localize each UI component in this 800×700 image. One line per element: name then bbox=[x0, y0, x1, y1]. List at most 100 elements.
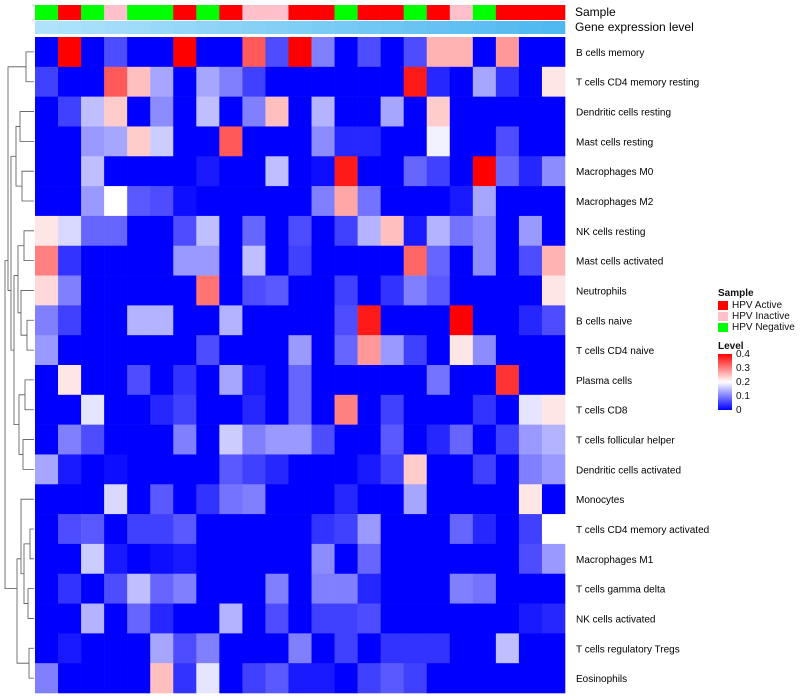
heatmap-cell bbox=[288, 454, 312, 485]
heatmap-cell bbox=[265, 126, 289, 157]
heatmap-cell bbox=[357, 394, 381, 425]
dendrogram-link bbox=[29, 528, 34, 560]
heatmap-cell bbox=[472, 514, 497, 545]
heatmap-cell bbox=[265, 335, 289, 366]
heatmap-cell bbox=[426, 96, 451, 127]
heatmap-cell bbox=[495, 335, 520, 366]
heatmap-cell bbox=[173, 365, 197, 396]
heatmap-cell bbox=[104, 573, 128, 604]
heatmap-cell bbox=[311, 245, 335, 276]
heatmap-cell bbox=[426, 186, 451, 217]
heatmap-cell bbox=[357, 156, 381, 187]
heatmap-cell bbox=[219, 514, 243, 545]
heatmap-cell bbox=[35, 603, 59, 634]
heatmap-cell bbox=[104, 305, 128, 336]
heatmap-cell bbox=[403, 215, 428, 247]
heatmap-cell bbox=[518, 37, 543, 68]
heatmap-cell bbox=[265, 96, 289, 127]
heatmap-cell bbox=[58, 37, 82, 68]
sample-annotation-cell bbox=[380, 5, 404, 20]
expression-annotation-cell bbox=[380, 21, 404, 34]
heatmap-cell bbox=[81, 305, 105, 336]
heatmap-cell bbox=[81, 663, 105, 694]
heatmap-cell bbox=[426, 424, 451, 455]
row-label: Plasma cells bbox=[576, 376, 632, 387]
heatmap-cell bbox=[495, 663, 520, 694]
level-tick: 0.1 bbox=[736, 391, 750, 402]
heatmap-cell bbox=[104, 156, 128, 187]
heatmap-cell bbox=[219, 394, 243, 425]
heatmap-cell bbox=[104, 186, 128, 217]
heatmap-cell bbox=[518, 543, 543, 575]
heatmap-cell bbox=[104, 514, 128, 545]
row-label: T cells CD4 naive bbox=[576, 346, 655, 357]
heatmap-cell bbox=[403, 37, 428, 68]
heatmap-cell bbox=[58, 335, 82, 366]
heatmap-cell bbox=[196, 96, 220, 127]
heatmap-cell bbox=[449, 365, 474, 396]
heatmap-cell bbox=[288, 603, 312, 634]
heatmap-cell bbox=[426, 514, 451, 545]
heatmap-cell bbox=[81, 543, 105, 575]
heatmap-cell bbox=[58, 245, 82, 276]
heatmap-cell bbox=[311, 215, 335, 247]
row-label: Eosinophils bbox=[576, 674, 627, 685]
heatmap-cell bbox=[288, 633, 312, 664]
heatmap-cell bbox=[426, 245, 451, 276]
heatmap-cell bbox=[219, 245, 243, 276]
legend-sample-title: Sample bbox=[718, 288, 754, 299]
heatmap-cell bbox=[380, 514, 404, 545]
heatmap-cell bbox=[150, 37, 174, 68]
heatmap-cell bbox=[311, 275, 335, 306]
dendrogram-link bbox=[22, 439, 34, 470]
heatmap-cell bbox=[288, 365, 312, 396]
heatmap-cell bbox=[472, 573, 497, 604]
dendrogram-link bbox=[27, 588, 34, 619]
heatmap-cell bbox=[242, 424, 266, 455]
heatmap-cell bbox=[334, 37, 358, 68]
heatmap-cell bbox=[357, 66, 381, 97]
sample-annotation-cell bbox=[449, 5, 474, 20]
heatmap-cell bbox=[403, 365, 428, 396]
heatmap-cell bbox=[426, 454, 451, 485]
heatmap-cell bbox=[35, 156, 59, 187]
heatmap-cell bbox=[219, 37, 243, 68]
heatmap-cell bbox=[288, 305, 312, 336]
heatmap-cell bbox=[541, 186, 566, 217]
heatmap-cell bbox=[334, 394, 358, 425]
heatmap-cell bbox=[541, 66, 566, 97]
heatmap-cell bbox=[541, 424, 566, 455]
heatmap-cell bbox=[426, 156, 451, 187]
heatmap-cell bbox=[265, 454, 289, 485]
heatmap-cell bbox=[403, 305, 428, 336]
heatmap-cell bbox=[173, 484, 197, 515]
heatmap-cell bbox=[288, 663, 312, 694]
heatmap-cell bbox=[472, 603, 497, 634]
heatmap-cell bbox=[265, 633, 289, 664]
heatmap-cell bbox=[472, 543, 497, 575]
heatmap-cell bbox=[357, 633, 381, 664]
heatmap-cell bbox=[150, 663, 174, 694]
heatmap-cell bbox=[541, 543, 566, 575]
heatmap-cell bbox=[288, 543, 312, 575]
heatmap-cell bbox=[357, 335, 381, 366]
heatmap-cell bbox=[334, 215, 358, 247]
expression-annotation-cell bbox=[334, 21, 358, 34]
heatmap-cell bbox=[242, 66, 266, 97]
heatmap-cell bbox=[495, 543, 520, 575]
heatmap-cell bbox=[311, 37, 335, 68]
heatmap-cell bbox=[242, 156, 266, 187]
heatmap-cell bbox=[104, 543, 128, 575]
dendrogram-link bbox=[26, 319, 34, 351]
heatmap-cell bbox=[35, 186, 59, 217]
heatmap-cell bbox=[219, 186, 243, 217]
heatmap-cell bbox=[403, 156, 428, 187]
heatmap-cell bbox=[311, 156, 335, 187]
expression-annotation-cell bbox=[150, 21, 174, 34]
heatmap-cell bbox=[541, 275, 566, 306]
heatmap-cell bbox=[242, 186, 266, 217]
heatmap-cell bbox=[35, 365, 59, 396]
expression-annotation-cell bbox=[449, 21, 474, 34]
heatmap-cell bbox=[311, 484, 335, 515]
heatmap-cell bbox=[334, 573, 358, 604]
